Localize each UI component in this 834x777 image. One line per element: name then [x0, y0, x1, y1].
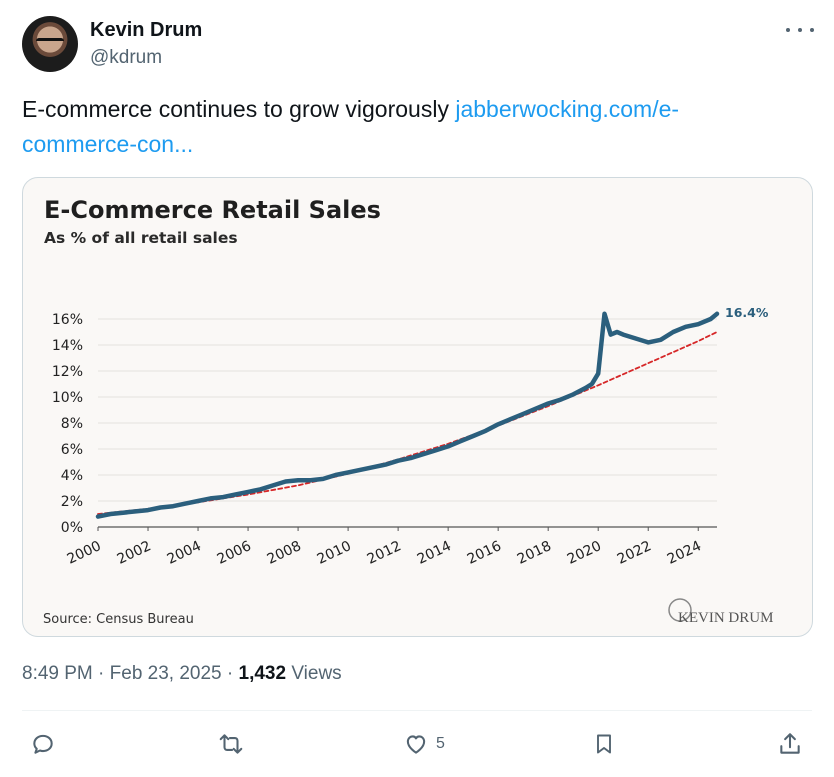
watermark-logo: KEVIN DRUM — [668, 598, 773, 626]
y-tick-label: 14% — [52, 338, 83, 354]
x-tick-label: 2012 — [365, 538, 404, 568]
y-tick-label: 2% — [61, 494, 83, 510]
watermark-text: KEVIN DRUM — [678, 610, 773, 626]
action-bar: 5 — [0, 722, 834, 766]
x-tick-label: 2008 — [265, 538, 304, 568]
repost-button[interactable] — [216, 722, 246, 766]
bookmark-icon — [597, 734, 611, 754]
x-tick-label: 2014 — [415, 538, 454, 568]
like-count: 5 — [436, 735, 445, 752]
chart-svg: E-Commerce Retail Sales As % of all reta… — [43, 196, 773, 627]
bookmark-button[interactable] — [592, 722, 616, 766]
views-count: 1,432 — [238, 663, 287, 684]
x-tick-label: 2018 — [515, 538, 554, 568]
tweet-text: E-commerce continues to grow vigorously … — [22, 92, 782, 162]
author-name[interactable]: Kevin Drum — [90, 19, 203, 41]
end-value-label: 16.4% — [725, 305, 769, 320]
y-tick-label: 10% — [52, 390, 83, 406]
chart-image-card[interactable]: E-Commerce Retail Sales As % of all reta… — [22, 177, 813, 637]
repost-icon — [219, 734, 243, 754]
share-button[interactable] — [777, 722, 803, 766]
x-tick-label: 2022 — [615, 538, 654, 568]
chart-title: E-Commerce Retail Sales — [44, 196, 381, 224]
heart-icon — [406, 735, 426, 754]
y-tick-label: 4% — [61, 468, 83, 484]
chart-subtitle: As % of all retail sales — [44, 229, 238, 247]
ecommerce-share-line — [95, 311, 720, 519]
author-handle[interactable]: @kdrum — [90, 47, 163, 68]
x-tick-label: 2004 — [165, 538, 204, 568]
tweet-link[interactable]: jabberwocking.com/e-commerce-con... — [22, 96, 680, 157]
x-tick-label: 2000 — [65, 538, 104, 568]
tweet-meta: 8:49 PM · Feb 23, 2025 · 1,432 Views — [22, 663, 342, 685]
reply-button[interactable] — [30, 722, 56, 766]
x-tick-label: 2002 — [115, 538, 154, 568]
more-options-icon[interactable] — [786, 20, 814, 40]
x-tick-label: 2006 — [215, 538, 254, 568]
x-tick-label: 2016 — [465, 538, 504, 568]
share-icon — [780, 733, 800, 754]
x-tick-label: 2010 — [315, 538, 354, 568]
tweet-timestamp[interactable]: 8:49 PM · Feb 23, 2025 · — [22, 663, 239, 684]
y-tick-label: 12% — [52, 364, 83, 380]
reply-icon — [33, 734, 53, 754]
tweet-body: E-commerce continues to grow vigorously — [22, 96, 456, 122]
views-label: Views — [286, 663, 342, 684]
y-tick-label: 8% — [61, 416, 83, 432]
like-button[interactable]: 5 — [402, 722, 445, 766]
y-tick-label: 0% — [61, 520, 83, 536]
author-avatar[interactable] — [22, 16, 78, 72]
x-tick-label: 2024 — [665, 538, 704, 568]
y-tick-label: 16% — [52, 312, 83, 328]
chart-source: Source: Census Bureau — [43, 612, 194, 627]
x-tick-label: 2020 — [565, 538, 604, 568]
divider — [22, 710, 812, 711]
y-tick-label: 6% — [61, 442, 83, 458]
